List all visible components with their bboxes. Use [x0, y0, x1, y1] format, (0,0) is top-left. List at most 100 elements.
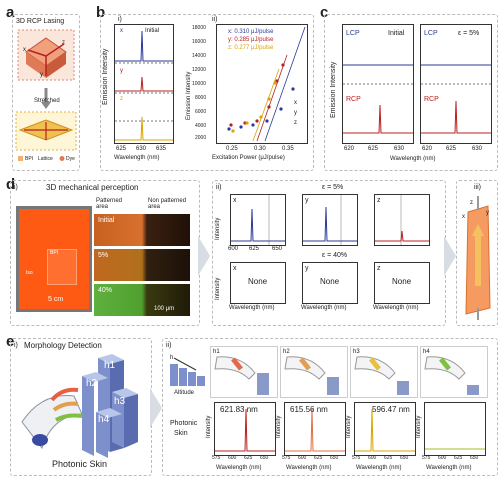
altitude-h: h — [170, 355, 174, 361]
finger-label-h1: h1 — [213, 349, 220, 355]
b-ii-ytick-3: 8000 — [195, 95, 207, 101]
photonic-skin-caption: Photonic Skin — [52, 459, 108, 469]
trace-initial: Initial — [145, 28, 160, 34]
e-xtick-3-1: 600 — [368, 455, 377, 461]
none-y: None — [320, 277, 340, 286]
d-ylabel-2: Intensity — [215, 277, 221, 300]
series-label-z: z — [294, 120, 297, 126]
panel-b-i-plot — [114, 24, 174, 144]
panel-b-ylabel-ii: Emission Intensity — [186, 71, 192, 120]
e-xlabel-4: Wavelength (nm) — [426, 465, 472, 471]
e-spectrum-h3 — [354, 402, 416, 456]
panel-a-box — [12, 14, 80, 171]
legend-dye: Dye — [66, 156, 75, 162]
c-lcp-right: LCP — [424, 30, 438, 37]
e-ylabel-1: Intensity — [206, 415, 212, 438]
patterned-region — [47, 249, 77, 285]
peak-h1: 621.83 nm — [220, 405, 258, 414]
panel-c-strain-plot — [420, 24, 492, 144]
e-xtick-4-2: 625 — [454, 455, 463, 461]
panel-c-ylabel: Emission Intensity — [330, 61, 337, 118]
series-label-x: x — [294, 100, 297, 106]
trace-label-x: x — [120, 28, 123, 34]
finger-h1 — [210, 346, 278, 398]
panel-d-title: 3D mechanical perception — [46, 183, 139, 192]
d40-x: x — [233, 265, 237, 272]
e-spectrum-h1 — [214, 402, 276, 456]
e-xtick-2-2: 625 — [314, 455, 323, 461]
b-i-xlabel: Wavelength (nm) — [114, 155, 160, 161]
c-xtick-r0: 620 — [422, 146, 433, 152]
row-initial: Initial — [98, 217, 115, 224]
e-ylabel-3: Intensity — [346, 415, 352, 438]
e-xtick-3-2: 625 — [384, 455, 393, 461]
micro-scale: 100 μm — [154, 306, 175, 312]
photo-bpi: BPI — [50, 250, 59, 256]
legend-bpi-swatch — [18, 156, 23, 161]
trace-x — [115, 30, 173, 62]
c-rcp-right: RCP — [424, 96, 439, 103]
panel-b-ii-scatter — [227, 26, 306, 142]
e-xtick-3-0: 575 — [352, 455, 361, 461]
b-i-xtick-1: 630 — [136, 146, 147, 152]
legend-lattice: Lattice — [38, 156, 53, 162]
hand-blocks-illustration — [21, 354, 138, 458]
c-strain: ε = 5% — [458, 30, 480, 37]
c-xtick-l2: 630 — [394, 146, 405, 152]
peak-h2: 615.56 nm — [290, 405, 328, 414]
legend-ii-z: z: 0.277 μJ/pulse — [228, 45, 274, 51]
e-xtick-1-3: 650 — [260, 455, 269, 461]
micro-5pct — [94, 249, 190, 281]
b-ii-ytick-1: 4000 — [195, 123, 207, 129]
peak-h3: 596.47 nm — [372, 405, 410, 414]
b-i-xtick-2: 635 — [156, 146, 167, 152]
finger-sensor-2 — [52, 401, 79, 412]
trace-label-y: y — [120, 68, 123, 74]
b-ii-ytick-5: 12000 — [192, 67, 206, 73]
fit-x — [264, 26, 306, 142]
trace-z — [115, 116, 173, 141]
e-xlabel-2: Wavelength (nm) — [286, 465, 332, 471]
laser-z — [45, 43, 65, 57]
panel-b-i-traces — [115, 30, 173, 141]
b-ii-ytick-2: 6000 — [195, 109, 207, 115]
d5-z: z — [377, 197, 381, 204]
d-iii-z: z — [470, 200, 473, 206]
nonpatterned-label: Non patterned area — [148, 198, 187, 210]
b-ii-xtick-2: 0.35 — [282, 146, 294, 152]
e-xtick-4-3: 650 — [470, 455, 479, 461]
d-xlabel-1: Wavelength (nm) — [229, 305, 275, 311]
points-z — [231, 81, 277, 133]
block-h4: h4 — [98, 414, 110, 425]
d-xtick-a1: 625 — [249, 246, 260, 252]
block-h3: h3 — [114, 396, 126, 407]
b-ii-xlabel: Excitation Power (μJ/pulse) — [212, 155, 285, 161]
e-xtick-1-2: 625 — [244, 455, 253, 461]
panel-c-box — [324, 14, 498, 171]
d-plot-40-z — [374, 262, 430, 304]
block-h1: h1 — [104, 360, 116, 371]
d-plot-5-x — [230, 194, 286, 246]
b-ii-ytick-6: 14000 — [192, 53, 206, 59]
laser-x — [27, 49, 47, 57]
panel-b-ii-plot — [216, 24, 308, 144]
altitude-steps — [170, 357, 205, 386]
d-xtick-a0: 600 — [228, 246, 239, 252]
micro-40pct — [94, 284, 190, 316]
finger-label-h3: h3 — [353, 349, 360, 355]
d-xlabel-2: Wavelength (nm) — [301, 305, 347, 311]
d5-x: x — [233, 197, 237, 204]
finger-sensor-3 — [54, 413, 83, 422]
axis-y-label: y — [40, 72, 43, 78]
panel-c-letter: c — [320, 4, 329, 21]
panel-d-sub-iii: iii) — [474, 184, 481, 191]
finger-sensor-1 — [50, 387, 79, 402]
none-z: None — [392, 277, 412, 286]
d-xtick-a2: 650 — [272, 246, 283, 252]
e-xlabel-1: Wavelength (nm) — [216, 465, 262, 471]
panel-e-sub-ii: ii) — [166, 342, 172, 349]
panel-a-illustration — [15, 29, 77, 161]
c-xtick-r1: 625 — [446, 146, 457, 152]
d-plot-40-y — [302, 262, 358, 304]
photo-scale: 5 cm — [48, 296, 64, 303]
